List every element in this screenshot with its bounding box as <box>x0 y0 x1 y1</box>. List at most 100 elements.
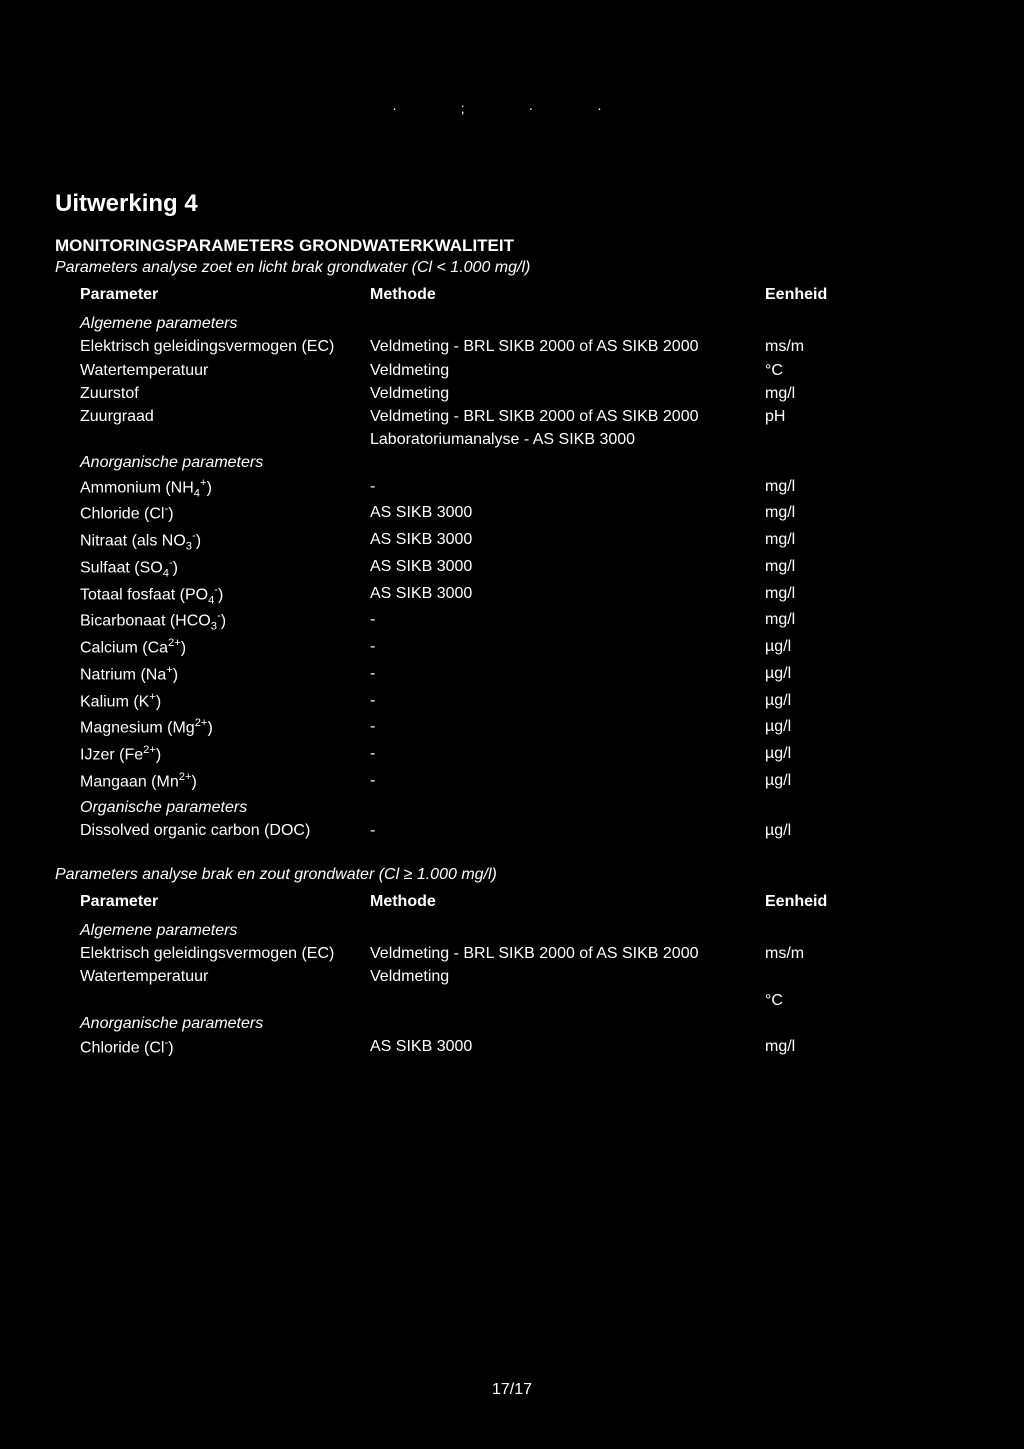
cell-methode: - <box>370 608 765 635</box>
table-row: Totaal fosfaat (PO4-) AS SIKB 3000 mg/l <box>55 582 969 609</box>
cell-eenheid: µg/l <box>765 662 885 689</box>
cell-param: Zuurstof <box>80 382 370 405</box>
cell-param: Zuurgraad <box>80 405 370 428</box>
table-row: Elektrisch geleidingsvermogen (EC) Veldm… <box>55 942 969 965</box>
group-algemene-2: Algemene parameters <box>55 919 969 942</box>
table-row: Watertemperatuur Veldmeting °C <box>55 359 969 382</box>
cell-methode: Veldmeting <box>370 359 765 382</box>
table-row: °C <box>55 989 969 1012</box>
header-eenheid: Eenheid <box>765 283 885 306</box>
header-parameter: Parameter <box>80 283 370 306</box>
cell-methode <box>370 989 765 1012</box>
section1-description: Parameters analyse zoet en licht brak gr… <box>55 259 969 277</box>
table-header: Parameter Methode Eenheid <box>55 283 969 306</box>
cell-eenheid: mg/l <box>765 608 885 635</box>
cell-param: Mangaan (Mn2+) <box>80 769 370 796</box>
cell-methode: AS SIKB 3000 <box>370 528 765 555</box>
header-methode: Methode <box>370 283 765 306</box>
cell-methode: - <box>370 475 765 502</box>
cell-eenheid: °C <box>765 989 885 1012</box>
parameters-table-2: Parameter Methode Eenheid Algemene param… <box>55 890 969 1062</box>
cell-methode: - <box>370 715 765 742</box>
cell-methode: Laboratoriumanalyse - AS SIKB 3000 <box>370 428 765 451</box>
table-row: Kalium (K+) - µg/l <box>55 689 969 716</box>
cell-methode: - <box>370 769 765 796</box>
cell-eenheid: µg/l <box>765 769 885 796</box>
page-title: Uitwerking 4 <box>55 190 969 218</box>
cell-methode: AS SIKB 3000 <box>370 501 765 528</box>
cell-param: Elektrisch geleidingsvermogen (EC) <box>80 942 370 965</box>
cell-eenheid: µg/l <box>765 715 885 742</box>
cell-methode: Veldmeting - BRL SIKB 2000 of AS SIKB 20… <box>370 942 765 965</box>
cell-eenheid: mg/l <box>765 528 885 555</box>
cell-param: Calcium (Ca2+) <box>80 635 370 662</box>
cell-param <box>80 989 370 1012</box>
cell-param: Watertemperatuur <box>80 965 370 988</box>
cell-eenheid: mg/l <box>765 555 885 582</box>
cell-methode: - <box>370 635 765 662</box>
section-heading: MONITORINGSPARAMETERS GRONDWATERKWALITEI… <box>55 236 969 256</box>
table-row: Laboratoriumanalyse - AS SIKB 3000 <box>55 428 969 451</box>
cell-param: Bicarbonaat (HCO3-) <box>80 608 370 635</box>
cell-methode: - <box>370 742 765 769</box>
cell-param: IJzer (Fe2+) <box>80 742 370 769</box>
parameters-table-1: Parameter Methode Eenheid Algemene param… <box>55 283 969 842</box>
cell-methode: - <box>370 662 765 689</box>
cell-eenheid: ms/m <box>765 942 885 965</box>
table-row: Zuurstof Veldmeting mg/l <box>55 382 969 405</box>
table-row: Nitraat (als NO3-) AS SIKB 3000 mg/l <box>55 528 969 555</box>
group-algemene: Algemene parameters <box>55 312 969 335</box>
table-row: Dissolved organic carbon (DOC) - µg/l <box>55 819 969 842</box>
table-row: Watertemperatuur Veldmeting <box>55 965 969 988</box>
table-row: Zuurgraad Veldmeting - BRL SIKB 2000 of … <box>55 405 969 428</box>
document-content: Uitwerking 4 MONITORINGSPARAMETERS GROND… <box>55 190 969 1062</box>
cell-param: Totaal fosfaat (PO4-) <box>80 582 370 609</box>
cell-methode: AS SIKB 3000 <box>370 555 765 582</box>
cell-eenheid: µg/l <box>765 819 885 842</box>
table-row: Ammonium (NH4+) - mg/l <box>55 475 969 502</box>
header-parameter: Parameter <box>80 890 370 913</box>
cell-eenheid: mg/l <box>765 582 885 609</box>
table-row: IJzer (Fe2+) - µg/l <box>55 742 969 769</box>
cell-methode: AS SIKB 3000 <box>370 582 765 609</box>
cell-eenheid: °C <box>765 359 885 382</box>
cell-param: Nitraat (als NO3-) <box>80 528 370 555</box>
cell-methode: Veldmeting <box>370 382 765 405</box>
cell-param: Dissolved organic carbon (DOC) <box>80 819 370 842</box>
table-row: Mangaan (Mn2+) - µg/l <box>55 769 969 796</box>
cell-eenheid: mg/l <box>765 475 885 502</box>
cell-eenheid: mg/l <box>765 382 885 405</box>
cell-methode: - <box>370 689 765 716</box>
table-row: Sulfaat (SO4-) AS SIKB 3000 mg/l <box>55 555 969 582</box>
table-row: Calcium (Ca2+) - µg/l <box>55 635 969 662</box>
table-row: Elektrisch geleidingsvermogen (EC) Veldm… <box>55 335 969 358</box>
cell-param: Natrium (Na+) <box>80 662 370 689</box>
cell-methode: Veldmeting <box>370 965 765 988</box>
cell-param: Chloride (Cl-) <box>80 1035 370 1062</box>
group-anorganische-2: Anorganische parameters <box>55 1012 969 1035</box>
table-row: Natrium (Na+) - µg/l <box>55 662 969 689</box>
cell-param: Kalium (K+) <box>80 689 370 716</box>
cell-param: Elektrisch geleidingsvermogen (EC) <box>80 335 370 358</box>
table-row: Bicarbonaat (HCO3-) - mg/l <box>55 608 969 635</box>
cell-eenheid: µg/l <box>765 742 885 769</box>
cell-methode: - <box>370 819 765 842</box>
cell-eenheid: µg/l <box>765 689 885 716</box>
cell-eenheid <box>765 965 885 988</box>
table-row: Chloride (Cl-) AS SIKB 3000 mg/l <box>55 1035 969 1062</box>
cell-methode: Veldmeting - BRL SIKB 2000 of AS SIKB 20… <box>370 405 765 428</box>
cell-eenheid: pH <box>765 405 885 428</box>
cell-param: Magnesium (Mg2+) <box>80 715 370 742</box>
decor-marks: · ; · · <box>392 100 632 116</box>
cell-eenheid <box>765 428 885 451</box>
header-eenheid: Eenheid <box>765 890 885 913</box>
page-number: 17/17 <box>492 1381 532 1399</box>
table-header: Parameter Methode Eenheid <box>55 890 969 913</box>
cell-param: Ammonium (NH4+) <box>80 475 370 502</box>
cell-eenheid: µg/l <box>765 635 885 662</box>
cell-param: Watertemperatuur <box>80 359 370 382</box>
cell-methode: AS SIKB 3000 <box>370 1035 765 1062</box>
cell-eenheid: ms/m <box>765 335 885 358</box>
cell-param: Sulfaat (SO4-) <box>80 555 370 582</box>
section2-description: Parameters analyse brak en zout grondwat… <box>55 866 969 884</box>
